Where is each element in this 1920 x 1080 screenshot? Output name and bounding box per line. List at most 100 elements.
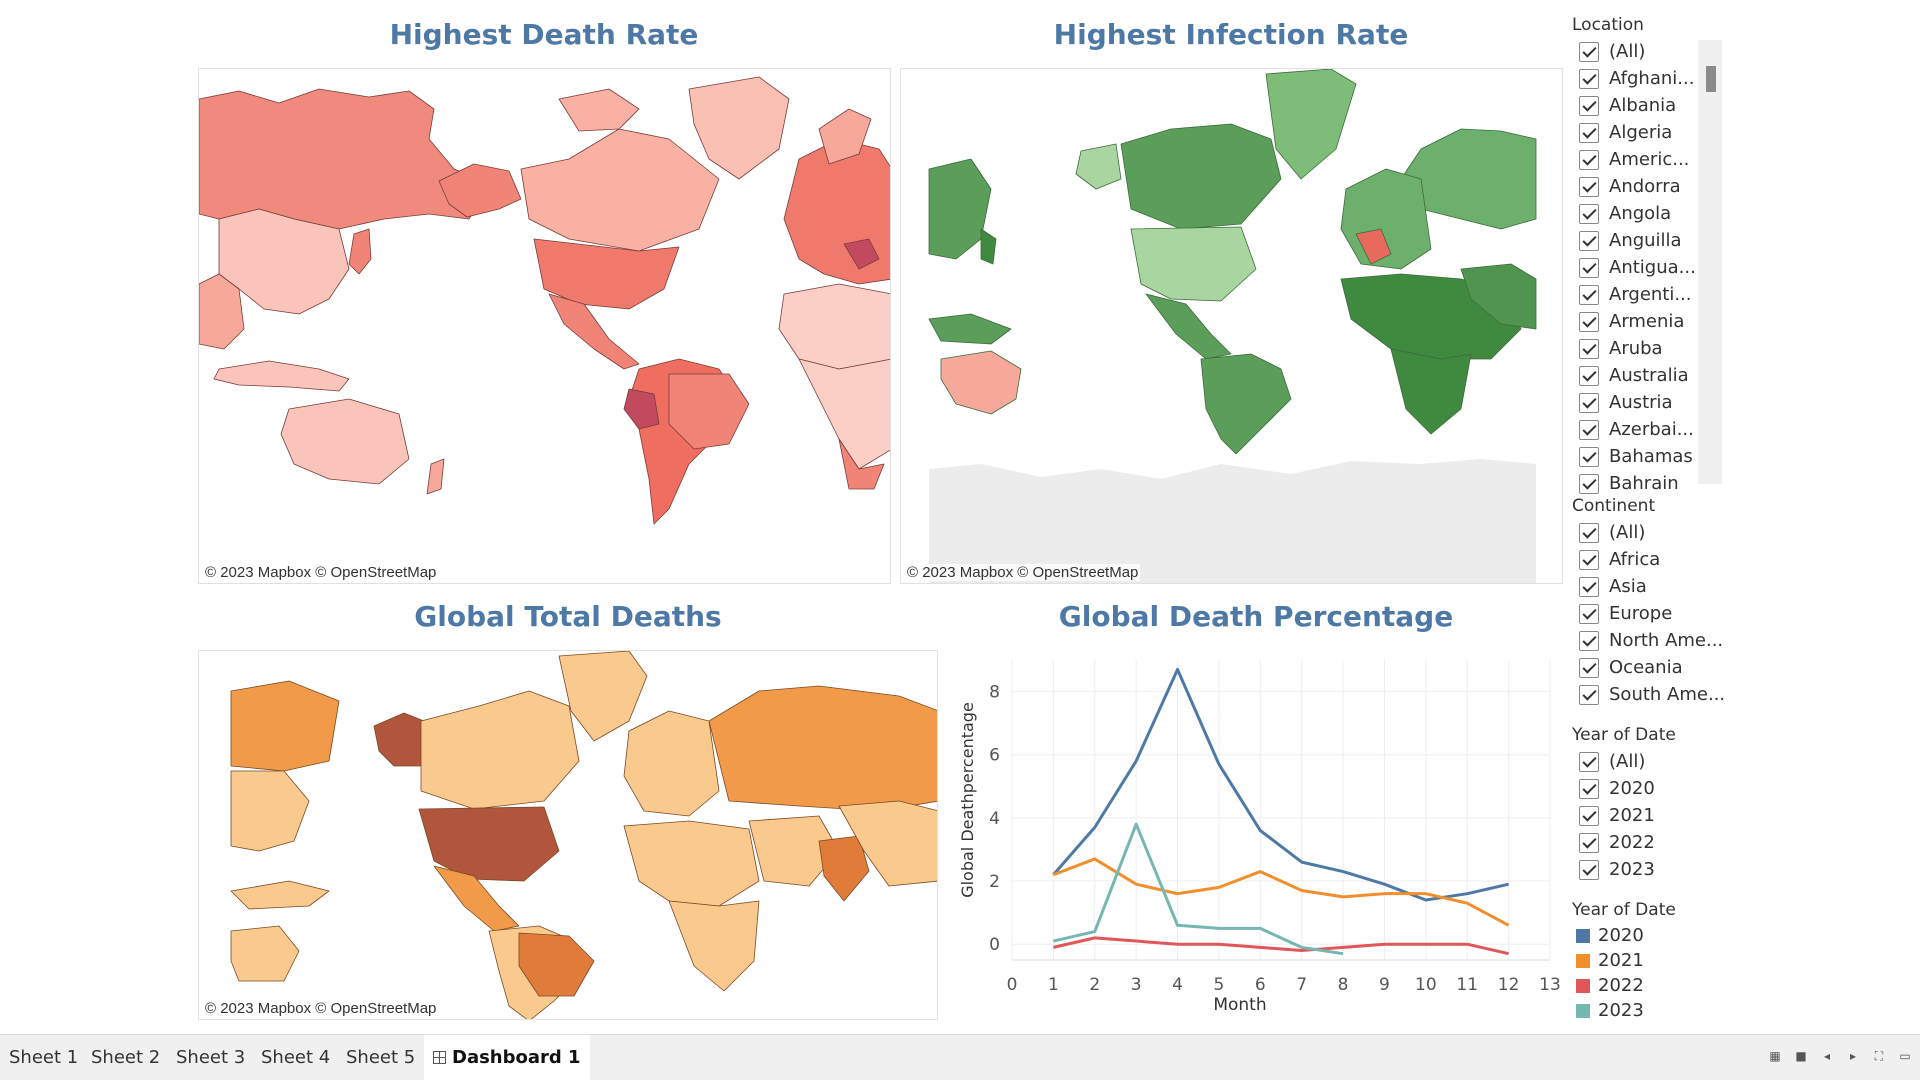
tab-sheet-1[interactable]: Sheet 1 — [0, 1035, 87, 1080]
checkbox-checked-icon[interactable] — [1579, 473, 1599, 494]
filter-option[interactable]: South Ame... — [1571, 681, 1731, 708]
checkbox-checked-icon[interactable] — [1579, 338, 1599, 359]
filter-location-title: Location — [1572, 15, 1644, 35]
tab-label: Sheet 1 — [9, 1047, 79, 1068]
legend-item[interactable]: 2020 — [1571, 923, 1731, 948]
checkbox-checked-icon[interactable] — [1579, 684, 1599, 705]
filter-option[interactable]: Antigua... — [1571, 254, 1731, 281]
filter-year-list[interactable]: (All) 2020 2021 2022 2023 — [1571, 748, 1731, 883]
map-credit: © 2023 Mapbox © OpenStreetMap — [905, 564, 1141, 581]
checkbox-checked-icon[interactable] — [1579, 284, 1599, 305]
filter-option[interactable]: Azerbai... — [1571, 416, 1731, 443]
filter-option[interactable]: 2023 — [1571, 856, 1731, 883]
filter-option-label: Austria — [1609, 392, 1673, 413]
filmstrip-icon[interactable]: ▦ — [1769, 1049, 1781, 1063]
tabs-view-icon[interactable]: ■ — [1795, 1049, 1807, 1063]
checkbox-checked-icon[interactable] — [1579, 257, 1599, 278]
filter-option[interactable]: Argenti... — [1571, 281, 1731, 308]
prev-sheet-icon[interactable]: ◂ — [1823, 1049, 1831, 1063]
checkbox-checked-icon[interactable] — [1579, 805, 1599, 826]
tab-sheet-5[interactable]: Sheet 5 — [337, 1035, 424, 1080]
filter-option[interactable]: Bahamas — [1571, 443, 1731, 470]
legend-item[interactable]: 2023 — [1571, 998, 1731, 1023]
checkbox-checked-icon[interactable] — [1579, 778, 1599, 799]
checkbox-checked-icon[interactable] — [1579, 859, 1599, 880]
location-scrollbar-thumb[interactable] — [1706, 66, 1716, 92]
tab-dashboard-1[interactable]: Dashboard 1 — [424, 1035, 590, 1080]
filter-option[interactable]: (All) — [1571, 519, 1731, 546]
checkbox-checked-icon[interactable] — [1579, 392, 1599, 413]
filter-location-list[interactable]: (All) Afghani... Albania Algeria Americ... An… — [1571, 38, 1731, 496]
location-scrollbar[interactable] — [1698, 40, 1722, 484]
checkbox-checked-icon[interactable] — [1579, 751, 1599, 772]
filter-option[interactable]: Anguilla — [1571, 227, 1731, 254]
filter-option[interactable]: 2020 — [1571, 775, 1731, 802]
checkbox-checked-icon[interactable] — [1579, 68, 1599, 89]
tab-sheet-2[interactable]: Sheet 2 — [82, 1035, 169, 1080]
tab-sheet-4[interactable]: Sheet 4 — [252, 1035, 339, 1080]
legend-item[interactable]: 2021 — [1571, 948, 1731, 973]
checkbox-checked-icon[interactable] — [1579, 365, 1599, 386]
filter-option[interactable]: Andorra — [1571, 173, 1731, 200]
filter-option[interactable]: (All) — [1571, 748, 1731, 775]
region-usa — [418, 806, 560, 882]
filter-option[interactable]: Austria — [1571, 389, 1731, 416]
filter-continent-list[interactable]: (All) Africa Asia Europe North Ame... Oceania… — [1571, 519, 1731, 708]
checkbox-checked-icon[interactable] — [1579, 95, 1599, 116]
next-sheet-icon[interactable]: ▸ — [1849, 1049, 1857, 1063]
filter-option[interactable]: Algeria — [1571, 119, 1731, 146]
series-line-2021[interactable] — [1052, 857, 1510, 927]
checkbox-checked-icon[interactable] — [1579, 230, 1599, 251]
checkbox-checked-icon[interactable] — [1579, 603, 1599, 624]
legend-item[interactable]: 2022 — [1571, 973, 1731, 998]
series-line-2020[interactable] — [1052, 667, 1509, 902]
filter-option[interactable]: Armenia — [1571, 308, 1731, 335]
filter-option-label: Bahamas — [1609, 446, 1693, 467]
filter-option[interactable]: Angola — [1571, 200, 1731, 227]
filter-option[interactable]: Afghani... — [1571, 65, 1731, 92]
checkbox-checked-icon[interactable] — [1579, 176, 1599, 197]
checkbox-checked-icon[interactable] — [1579, 419, 1599, 440]
presentation-icon[interactable]: ▭ — [1899, 1049, 1911, 1063]
checkbox-checked-icon[interactable] — [1579, 832, 1599, 853]
checkbox-checked-icon[interactable] — [1579, 630, 1599, 651]
filter-option[interactable]: North Ame... — [1571, 627, 1731, 654]
checkbox-checked-icon[interactable] — [1579, 122, 1599, 143]
tab-sheet-3[interactable]: Sheet 3 — [167, 1035, 254, 1080]
checkbox-checked-icon[interactable] — [1579, 203, 1599, 224]
checkbox-checked-icon[interactable] — [1579, 576, 1599, 597]
filter-option[interactable]: Bahrain — [1571, 470, 1731, 496]
series-line-2023[interactable] — [1053, 822, 1344, 956]
filter-option[interactable]: Oceania — [1571, 654, 1731, 681]
map-total-deaths[interactable]: © 2023 Mapbox © OpenStreetMap — [198, 650, 938, 1020]
checkbox-checked-icon[interactable] — [1579, 149, 1599, 170]
filter-option[interactable]: 2021 — [1571, 802, 1731, 829]
region-se-asia — [928, 313, 1012, 345]
filter-option[interactable]: (All) — [1571, 38, 1731, 65]
title-total-deaths: Global Total Deaths — [414, 600, 722, 633]
checkbox-checked-icon[interactable] — [1579, 446, 1599, 467]
checkbox-checked-icon[interactable] — [1579, 41, 1599, 62]
filter-option[interactable]: Australia — [1571, 362, 1731, 389]
checkbox-checked-icon[interactable] — [1579, 311, 1599, 332]
checkbox-checked-icon[interactable] — [1579, 657, 1599, 678]
filter-location: Location (All) Afghani... Albania Algeria Am… — [1571, 12, 1731, 496]
map-death-rate[interactable]: © 2023 Mapbox © OpenStreetMap — [198, 68, 891, 584]
checkbox-checked-icon[interactable] — [1579, 522, 1599, 543]
filter-option[interactable]: Asia — [1571, 573, 1731, 600]
filter-option[interactable]: 2022 — [1571, 829, 1731, 856]
x-tick-label: 0 — [1007, 975, 1018, 995]
filter-option[interactable]: Africa — [1571, 546, 1731, 573]
checkbox-checked-icon[interactable] — [1579, 549, 1599, 570]
region-mexico — [548, 293, 640, 370]
filter-option[interactable]: Americ... — [1571, 146, 1731, 173]
filter-option[interactable]: Aruba — [1571, 335, 1731, 362]
fullscreen-icon[interactable]: ⛶ — [1874, 1048, 1884, 1063]
series-line-2022[interactable] — [1053, 936, 1509, 956]
filter-option[interactable]: Europe — [1571, 600, 1731, 627]
filter-option-label: Azerbai... — [1609, 419, 1694, 440]
filter-option[interactable]: Albania — [1571, 92, 1731, 119]
map-infection-rate[interactable]: © 2023 Mapbox © OpenStreetMap — [900, 68, 1563, 584]
